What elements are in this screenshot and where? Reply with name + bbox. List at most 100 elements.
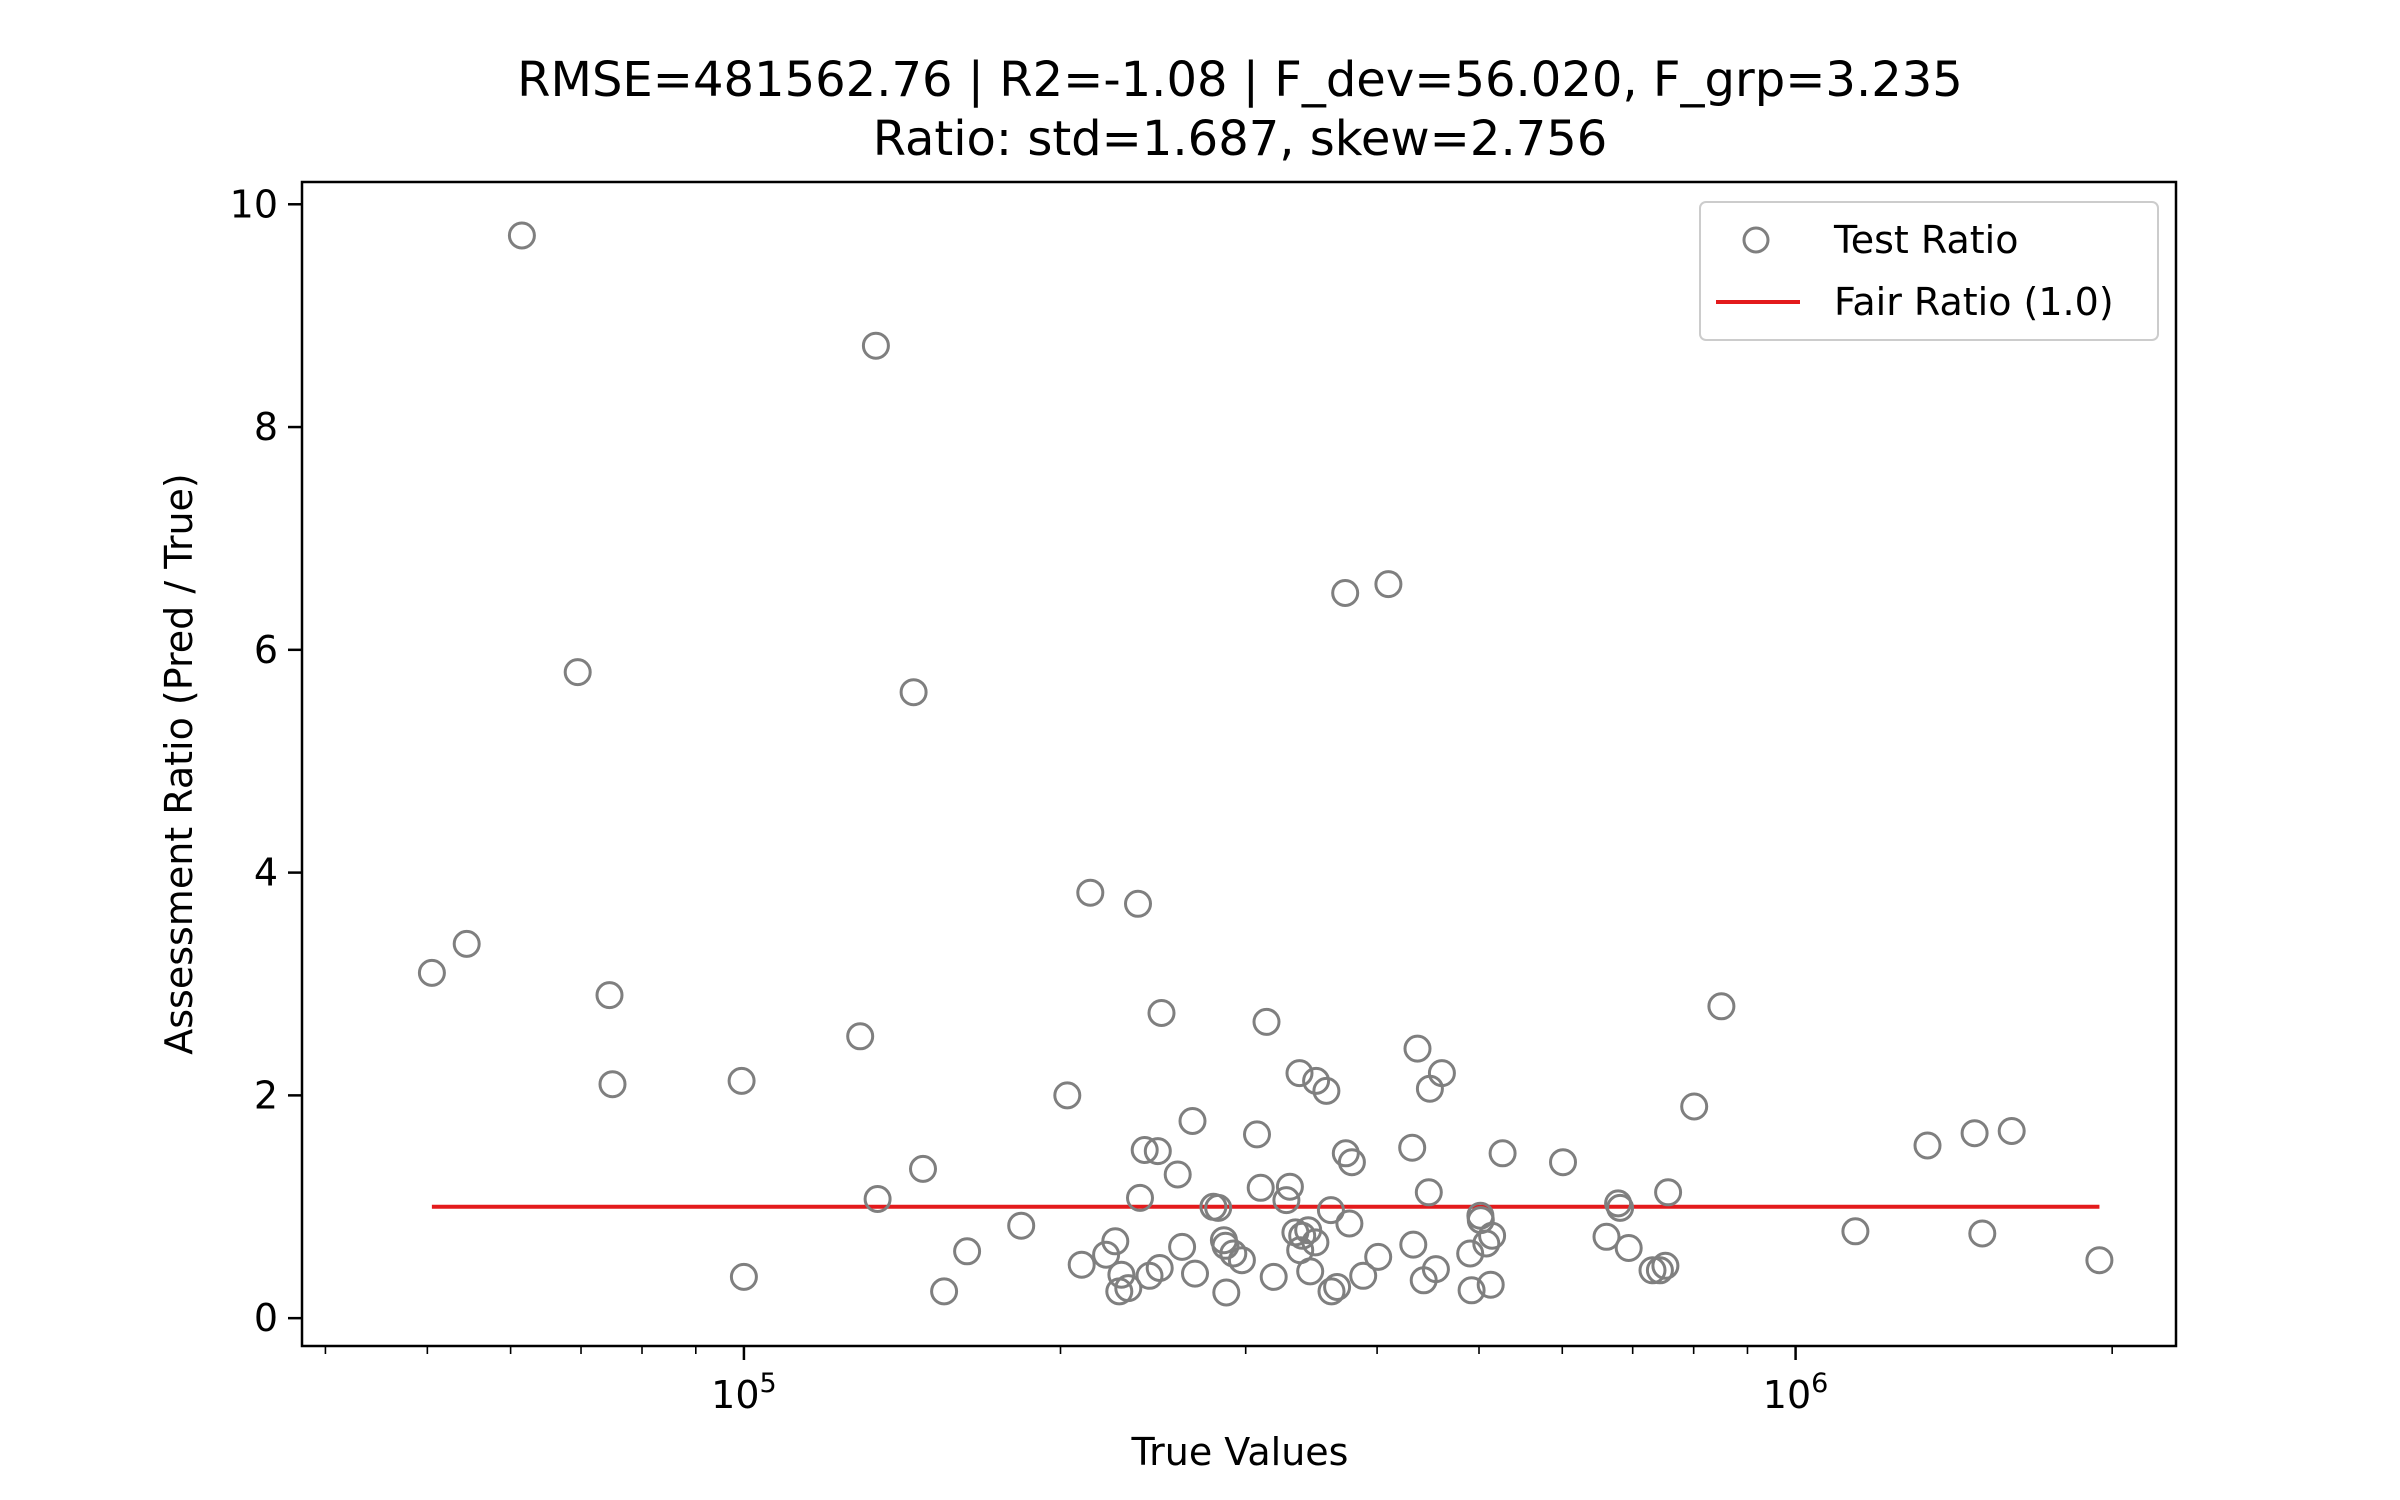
test-ratio-point	[1488, 1139, 1517, 1168]
test-ratio-point	[1053, 1081, 1082, 1110]
test-ratio-point	[1007, 1211, 1036, 1240]
test-ratio-point	[1638, 1256, 1667, 1285]
test-ratio-point	[1331, 579, 1360, 607]
test-ratio-point	[1427, 1059, 1456, 1088]
test-ratio-point	[1651, 1251, 1680, 1280]
test-ratio-point	[1301, 1228, 1330, 1257]
test-ratio-point	[1374, 570, 1403, 599]
test-ratio-point	[1101, 1227, 1130, 1256]
test-ratio-point	[1614, 1234, 1643, 1262]
test-ratio-point	[1399, 1230, 1428, 1259]
test-ratio-point	[863, 1185, 892, 1213]
test-ratio-point	[1323, 1273, 1352, 1301]
y-tick-label: 10	[230, 182, 278, 226]
legend-marker-test-ratio	[1742, 226, 1770, 254]
test-ratio-point	[452, 929, 481, 958]
test-ratio-point	[1457, 1276, 1486, 1305]
test-ratio-point	[1243, 1120, 1271, 1149]
test-ratio-point	[1259, 1262, 1288, 1291]
test-ratio-point	[1472, 1229, 1501, 1258]
test-ratio-point	[909, 1154, 937, 1183]
test-ratio-point	[1227, 1246, 1256, 1275]
test-ratio-point	[1317, 1277, 1346, 1306]
test-ratio-point	[1364, 1242, 1393, 1271]
y-tick-label: 6	[254, 628, 278, 672]
test-ratio-point	[1968, 1219, 1997, 1248]
test-ratio-point	[1592, 1222, 1621, 1251]
y-axis-label: Assessment Ratio (Pred / True)	[157, 473, 201, 1055]
test-ratio-point	[1331, 1139, 1360, 1168]
test-ratio-point	[1414, 1178, 1443, 1207]
test-ratio-point	[1204, 1193, 1233, 1222]
test-ratio-point	[1130, 1136, 1159, 1164]
x-tick-label: 106	[1763, 1368, 1829, 1417]
test-ratio-point	[861, 331, 890, 360]
axis-ticks: 0 2 4 6 8 10 105 106	[230, 182, 2113, 1417]
test-ratio-point	[1252, 1007, 1281, 1036]
test-ratio-point	[1107, 1260, 1136, 1289]
test-ratio-point	[729, 1262, 758, 1291]
test-ratio-point	[1126, 1183, 1154, 1212]
test-ratio-point	[595, 981, 624, 1010]
test-ratio-point	[1275, 1172, 1304, 1201]
test-ratio-point	[1337, 1148, 1366, 1177]
legend: Test Ratio Fair Ratio (1.0)	[1699, 201, 2159, 341]
test-ratio-point	[727, 1066, 756, 1095]
test-ratio-point	[1335, 1209, 1364, 1238]
test-ratio-point	[1143, 1137, 1172, 1166]
y-tick-label: 0	[254, 1296, 278, 1340]
test-ratio-point	[1296, 1257, 1325, 1286]
legend-label-fair-ratio: Fair Ratio (1.0)	[1834, 280, 2114, 324]
test-ratio-point	[598, 1070, 627, 1099]
test-ratio-point	[899, 678, 928, 707]
test-ratio-point	[1288, 1221, 1317, 1250]
test-ratio-point	[1349, 1261, 1378, 1290]
test-ratio-point	[1707, 992, 1736, 1021]
test-ratio-point	[930, 1277, 959, 1306]
test-ratio-point	[1302, 1066, 1331, 1095]
test-ratio-point	[1456, 1239, 1485, 1268]
test-ratio-point	[1219, 1239, 1248, 1268]
legend-box	[1699, 201, 2159, 341]
chart-title: RMSE=481562.76 | R2=-1.08 | F_dev=56.020…	[517, 52, 1963, 108]
test-ratio-point	[1654, 1178, 1683, 1207]
test-ratio-point	[1549, 1148, 1577, 1177]
chart-subtitle: Ratio: std=1.687, skew=2.756	[873, 111, 1608, 167]
test-ratio-point	[1285, 1059, 1314, 1088]
test-ratio-point	[1312, 1076, 1341, 1105]
test-ratio-point	[1181, 1259, 1209, 1288]
test-ratio-point	[1680, 1092, 1709, 1121]
test-ratio-point	[1211, 1231, 1240, 1260]
test-ratio-point	[1246, 1173, 1275, 1202]
test-ratio-point	[1067, 1250, 1096, 1279]
test-ratio-point	[1913, 1131, 1942, 1160]
legend-label-test-ratio: Test Ratio	[1833, 218, 2018, 262]
test-ratio-point	[2085, 1246, 2114, 1275]
test-ratio-point	[507, 221, 536, 250]
test-ratio-point	[1398, 1133, 1427, 1162]
test-ratio-point	[1076, 878, 1105, 907]
test-ratio-point	[1645, 1256, 1674, 1285]
test-ratio-point	[1403, 1034, 1432, 1063]
x-tick-label: 105	[711, 1368, 777, 1417]
test-ratio-point	[1606, 1193, 1635, 1222]
test-ratio-point	[1272, 1186, 1301, 1215]
test-ratio-point	[1168, 1232, 1197, 1261]
test-ratio-point	[1316, 1196, 1345, 1225]
y-tick-label: 8	[254, 405, 278, 449]
test-ratio-point	[1421, 1255, 1450, 1284]
test-ratio-point	[1178, 1107, 1207, 1135]
test-ratio-point	[1997, 1117, 2026, 1145]
test-ratio-point	[417, 958, 446, 987]
test-ratio-points	[417, 221, 2114, 1307]
test-ratio-point	[1163, 1160, 1192, 1189]
test-ratio-point	[1960, 1119, 1989, 1148]
test-ratio-point	[953, 1237, 982, 1266]
x-axis-label: True Values	[1131, 1430, 1349, 1474]
test-ratio-point	[1124, 889, 1152, 918]
test-ratio-point	[563, 658, 592, 687]
test-ratio-point	[846, 1022, 875, 1051]
plot-area-frame	[300, 180, 2178, 1348]
test-ratio-point	[1841, 1217, 1870, 1246]
